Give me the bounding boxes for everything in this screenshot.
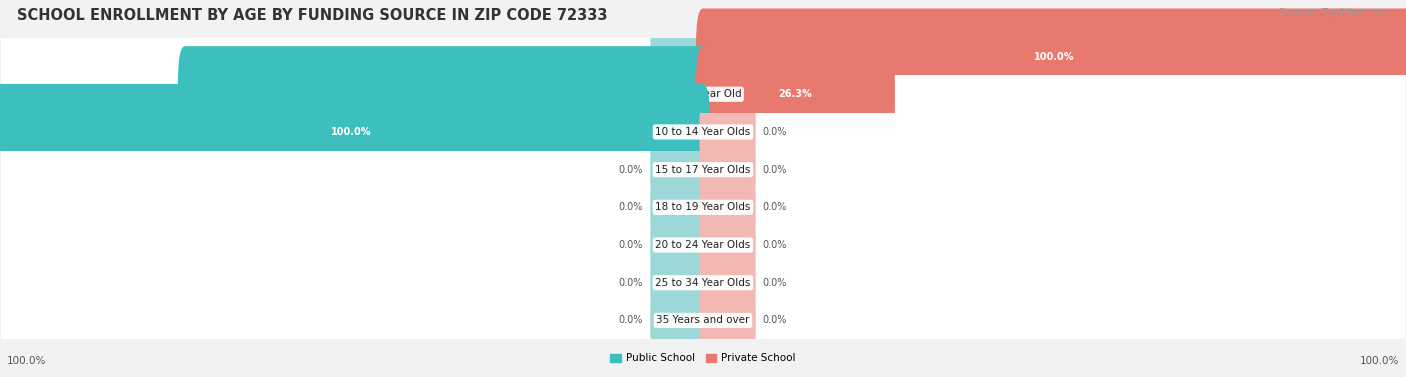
Text: 100.0%: 100.0% (1360, 356, 1399, 366)
Legend: Public School, Private School: Public School, Private School (606, 349, 800, 367)
Text: 73.7%: 73.7% (427, 89, 461, 99)
FancyBboxPatch shape (700, 103, 756, 161)
FancyBboxPatch shape (700, 253, 756, 312)
FancyBboxPatch shape (0, 133, 1406, 207)
FancyBboxPatch shape (650, 291, 707, 350)
Text: 0.0%: 0.0% (762, 127, 787, 137)
FancyBboxPatch shape (0, 95, 1406, 169)
Text: 0.0%: 0.0% (762, 316, 787, 325)
FancyBboxPatch shape (0, 170, 1406, 244)
Text: 0.0%: 0.0% (762, 165, 787, 175)
FancyBboxPatch shape (650, 141, 707, 199)
Text: 5 to 9 Year Old: 5 to 9 Year Old (665, 89, 741, 99)
FancyBboxPatch shape (0, 246, 1406, 320)
FancyBboxPatch shape (0, 284, 1406, 357)
Text: 0.0%: 0.0% (619, 52, 644, 61)
FancyBboxPatch shape (650, 178, 707, 237)
Text: 3 to 4 Year Olds: 3 to 4 Year Olds (662, 52, 744, 61)
FancyBboxPatch shape (177, 46, 710, 143)
Text: 0.0%: 0.0% (619, 165, 644, 175)
Text: 25 to 34 Year Olds: 25 to 34 Year Olds (655, 278, 751, 288)
FancyBboxPatch shape (650, 28, 707, 86)
FancyBboxPatch shape (0, 20, 1406, 93)
FancyBboxPatch shape (0, 84, 710, 180)
Text: 35 Years and over: 35 Years and over (657, 316, 749, 325)
Text: 0.0%: 0.0% (619, 316, 644, 325)
Text: 0.0%: 0.0% (762, 240, 787, 250)
Text: 15 to 17 Year Olds: 15 to 17 Year Olds (655, 165, 751, 175)
FancyBboxPatch shape (650, 216, 707, 274)
Text: 100.0%: 100.0% (332, 127, 371, 137)
FancyBboxPatch shape (700, 141, 756, 199)
FancyBboxPatch shape (0, 57, 1406, 131)
FancyBboxPatch shape (700, 178, 756, 237)
FancyBboxPatch shape (696, 8, 1406, 104)
Text: 0.0%: 0.0% (762, 202, 787, 212)
FancyBboxPatch shape (650, 253, 707, 312)
FancyBboxPatch shape (0, 208, 1406, 282)
Text: 20 to 24 Year Olds: 20 to 24 Year Olds (655, 240, 751, 250)
Text: 0.0%: 0.0% (619, 202, 644, 212)
Text: 26.3%: 26.3% (779, 89, 813, 99)
Text: 0.0%: 0.0% (619, 278, 644, 288)
FancyBboxPatch shape (700, 291, 756, 350)
FancyBboxPatch shape (700, 216, 756, 274)
FancyBboxPatch shape (696, 46, 896, 143)
Text: 100.0%: 100.0% (1035, 52, 1074, 61)
Text: 0.0%: 0.0% (619, 240, 644, 250)
Text: 0.0%: 0.0% (762, 278, 787, 288)
Text: 100.0%: 100.0% (7, 356, 46, 366)
Text: 10 to 14 Year Olds: 10 to 14 Year Olds (655, 127, 751, 137)
Text: SCHOOL ENROLLMENT BY AGE BY FUNDING SOURCE IN ZIP CODE 72333: SCHOOL ENROLLMENT BY AGE BY FUNDING SOUR… (17, 8, 607, 23)
Text: Source: ZipAtlas.com: Source: ZipAtlas.com (1278, 8, 1389, 18)
Text: 18 to 19 Year Olds: 18 to 19 Year Olds (655, 202, 751, 212)
